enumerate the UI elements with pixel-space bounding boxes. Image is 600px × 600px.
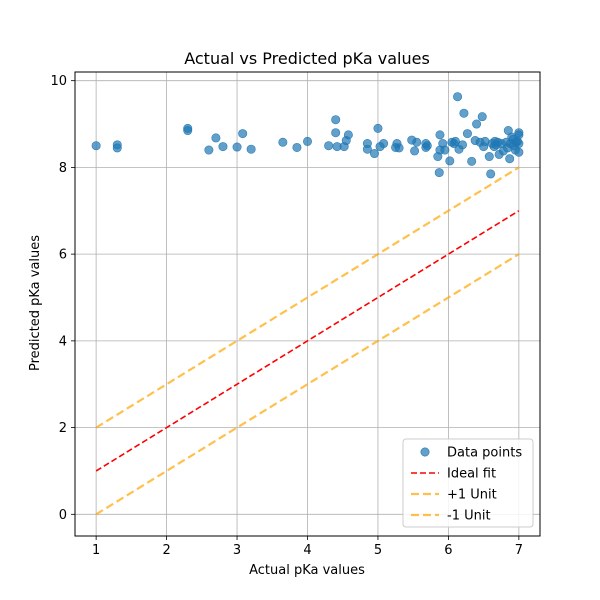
data-point <box>462 129 472 139</box>
data-point <box>91 141 101 151</box>
data-point <box>302 136 312 146</box>
data-point <box>343 130 353 140</box>
y-tick-label: 8 <box>59 161 67 176</box>
data-point <box>232 142 242 152</box>
data-point <box>514 128 524 138</box>
data-point <box>472 119 482 129</box>
data-point <box>467 156 477 166</box>
x-tick-label: 1 <box>92 543 100 558</box>
legend-label-1-unit: -1 Unit <box>447 509 491 524</box>
data-point <box>412 137 422 147</box>
x-axis-label: Actual pKa values <box>249 563 365 578</box>
legend-label-ideal-fit: Ideal fit <box>447 467 496 482</box>
y-axis-label: Predicted pKa values <box>28 235 43 371</box>
reference-lines <box>95 166 520 516</box>
data-point <box>331 128 341 138</box>
legend: Data points Ideal fit +1 Unit -1 Unit <box>402 438 534 528</box>
data-point <box>394 143 404 153</box>
data-point <box>440 145 450 155</box>
data-point <box>484 152 494 162</box>
x-tick-label: 6 <box>444 543 452 558</box>
data-point <box>218 142 228 152</box>
data-point <box>434 168 444 178</box>
data-point <box>514 147 524 157</box>
data-point <box>369 149 379 159</box>
series-line-1-unit <box>95 253 520 516</box>
x-tick-label: 5 <box>374 543 382 558</box>
y-tick-label: 4 <box>59 334 67 349</box>
data-point <box>379 139 389 149</box>
legend-label-1-unit: +1 Unit <box>447 488 497 503</box>
y-tick-label: 6 <box>59 248 67 263</box>
data-points <box>91 92 524 179</box>
chart-title: Actual vs Predicted pKa values <box>184 49 430 68</box>
series-line-ideal-fit <box>95 210 520 472</box>
legend-marker-data-points <box>420 447 430 457</box>
y-tick-label: 10 <box>50 74 67 89</box>
data-point <box>410 146 420 156</box>
data-point <box>486 169 496 179</box>
series-line-1-unit <box>95 166 520 429</box>
data-point <box>324 141 334 151</box>
x-tick-label: 2 <box>162 543 170 558</box>
data-point <box>422 141 432 151</box>
y-tick-label: 2 <box>59 421 67 436</box>
axis-ticks: 1 2 3 4 5 6 7 0 2 4 6 8 10 <box>50 74 523 558</box>
y-tick-label: 0 <box>59 508 67 523</box>
x-tick-label: 4 <box>303 543 311 558</box>
data-point <box>331 115 341 125</box>
data-point <box>112 140 122 150</box>
data-point <box>362 139 372 149</box>
data-point <box>459 108 469 118</box>
data-point <box>278 137 288 147</box>
data-point <box>477 112 487 122</box>
x-tick-label: 7 <box>515 543 523 558</box>
data-point <box>211 133 221 143</box>
legend-label-data-points: Data points <box>447 446 522 461</box>
data-point <box>373 123 383 133</box>
data-point <box>246 144 256 154</box>
data-point <box>183 123 193 133</box>
x-tick-label: 3 <box>233 543 241 558</box>
legend-box <box>402 438 534 528</box>
data-point <box>453 92 463 102</box>
data-point <box>292 142 302 152</box>
data-point <box>238 129 248 139</box>
data-point <box>514 139 524 149</box>
data-point <box>445 156 455 166</box>
data-point <box>457 140 467 150</box>
data-point <box>435 130 445 140</box>
data-point <box>505 154 515 164</box>
data-point <box>204 145 214 155</box>
